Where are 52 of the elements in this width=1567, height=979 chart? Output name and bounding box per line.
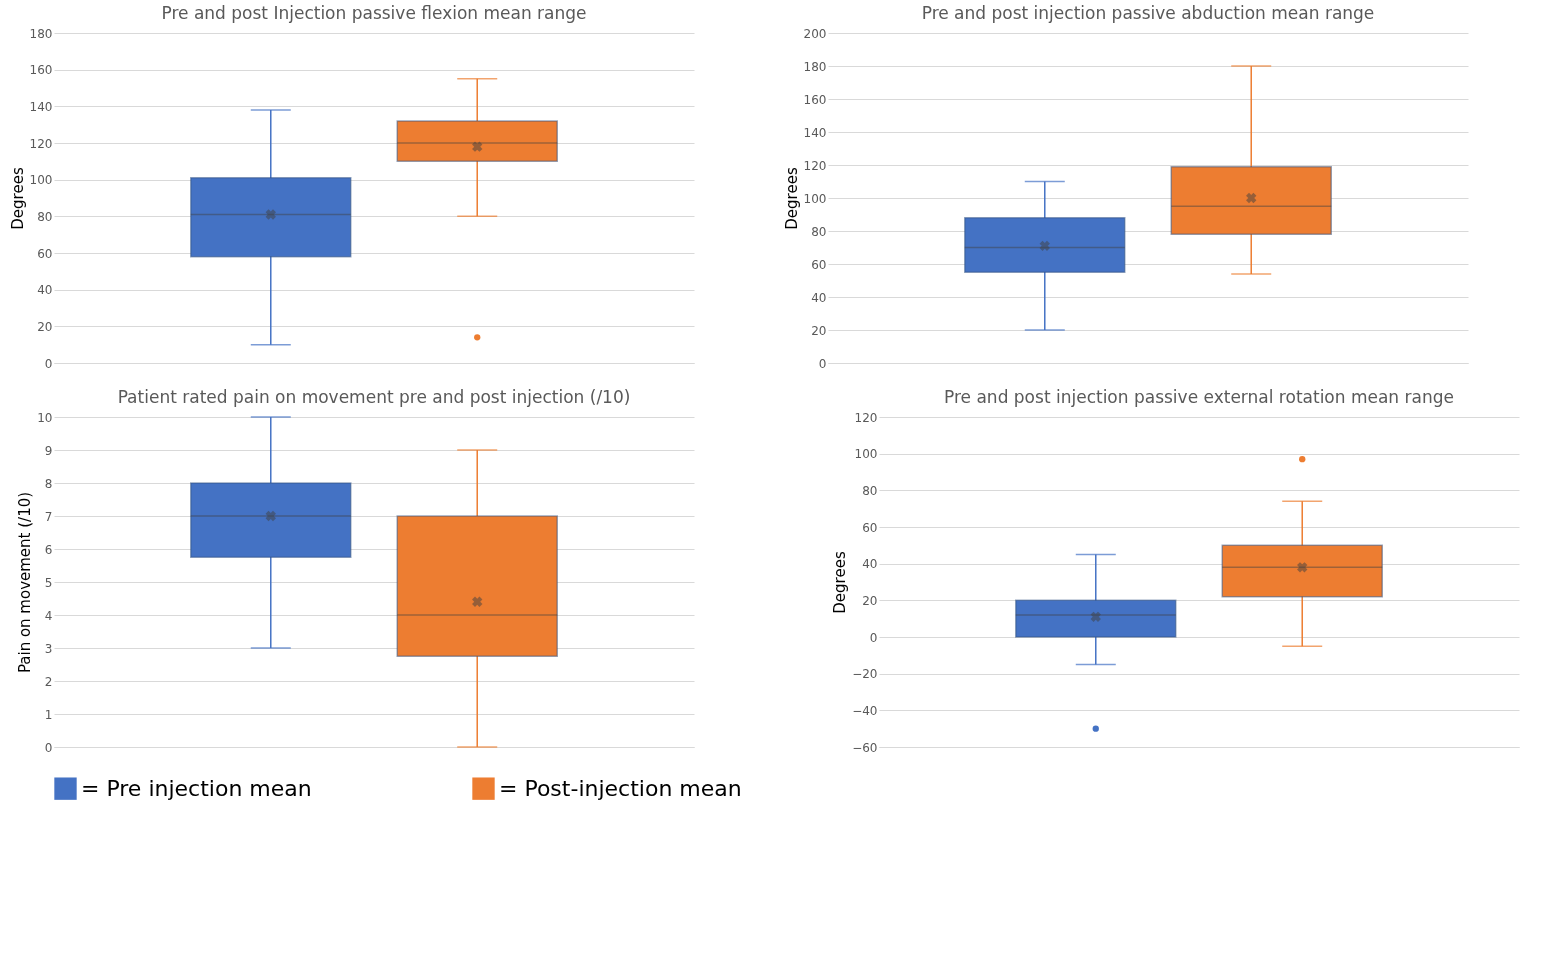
y-tick-label: 180 xyxy=(29,26,53,41)
y-tick-label: 0 xyxy=(44,356,53,371)
y-tick-label: 120 xyxy=(854,410,878,425)
y-tick-label: 2 xyxy=(44,674,53,689)
y-tick-label: 20 xyxy=(37,319,53,334)
y-tick-label: 100 xyxy=(803,191,827,206)
y-tick-label: 120 xyxy=(803,158,827,173)
y-tick-label: 60 xyxy=(811,257,827,272)
y-tick-label: 100 xyxy=(854,447,878,462)
chart-title: Pre and post Injection passive flexion mean range xyxy=(161,3,587,23)
y-tick-label: 9 xyxy=(44,443,53,458)
chart-title: Pre and post injection passive abduction mean range xyxy=(921,3,1375,23)
chart-title: Patient rated pain on movement pre and post injection (/10) xyxy=(117,387,631,407)
chart-title: Pre and post injection passive external rotation mean range xyxy=(944,387,1454,407)
y-tick-label: 0 xyxy=(869,630,878,645)
y-tick-label: 20 xyxy=(862,593,878,608)
y-tick-label: 0 xyxy=(44,740,53,755)
y-tick-label: 0 xyxy=(818,356,827,371)
y-tick-label: 5 xyxy=(44,575,53,590)
y-tick-label: 120 xyxy=(29,136,53,151)
legend-label: = Post-injection mean xyxy=(499,775,742,801)
y-tick-label: 4 xyxy=(44,608,53,623)
y-tick-label: 140 xyxy=(803,125,827,140)
y-tick-label: 180 xyxy=(803,59,827,74)
y-tick-label: 1 xyxy=(44,707,53,722)
y-tick-label: 80 xyxy=(862,483,878,498)
y-tick-label: 40 xyxy=(862,557,878,572)
y-tick-label: −40 xyxy=(852,703,878,718)
y-axis-title: Degrees xyxy=(8,167,27,230)
y-tick-label: −20 xyxy=(852,667,878,682)
legend-label: = Pre injection mean xyxy=(81,775,312,801)
y-tick-label: 100 xyxy=(29,173,53,188)
y-tick-label: −60 xyxy=(852,740,878,755)
y-tick-label: 60 xyxy=(37,246,53,261)
y-tick-label: 140 xyxy=(29,99,53,114)
y-tick-label: 80 xyxy=(37,209,53,224)
y-tick-label: 7 xyxy=(44,509,53,524)
y-tick-label: 10 xyxy=(37,410,53,425)
y-tick-label: 160 xyxy=(803,92,827,107)
y-tick-label: 60 xyxy=(862,520,878,535)
y-tick-label: 200 xyxy=(803,26,827,41)
y-axis-title: Degrees xyxy=(831,551,850,614)
y-tick-label: 40 xyxy=(37,283,53,298)
y-tick-label: 40 xyxy=(811,290,827,305)
y-tick-label: 8 xyxy=(44,476,53,491)
y-axis-title: Pain on movement (/10) xyxy=(16,491,35,674)
y-tick-label: 6 xyxy=(44,542,53,557)
y-tick-label: 3 xyxy=(44,641,53,656)
y-tick-label: 160 xyxy=(29,63,53,78)
y-tick-label: 20 xyxy=(811,323,827,338)
y-tick-label: 80 xyxy=(811,224,827,239)
y-axis-title: Degrees xyxy=(782,167,801,230)
